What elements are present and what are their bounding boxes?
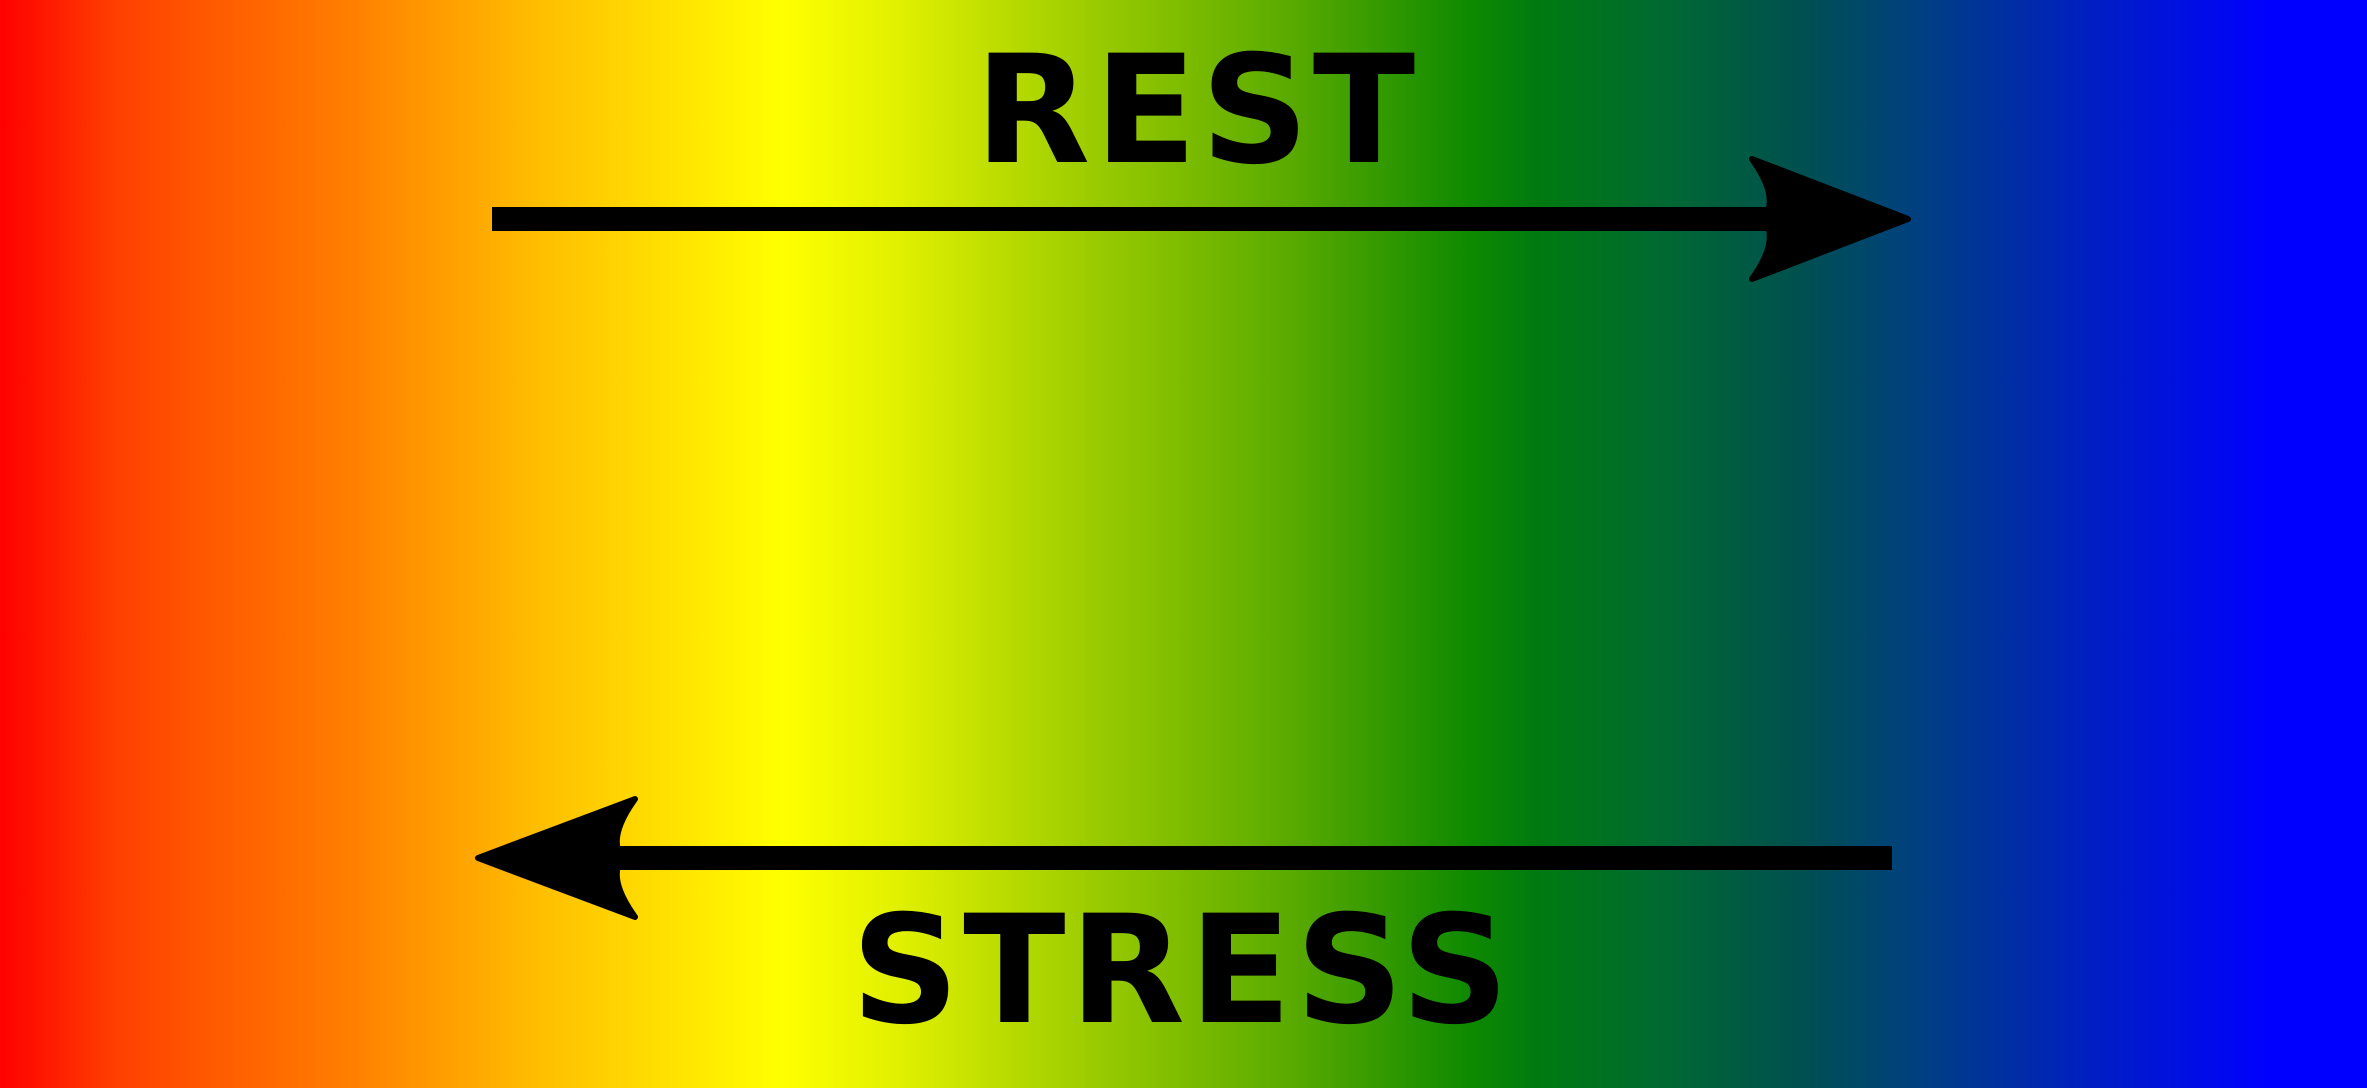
arrow-right-icon (492, 156, 1911, 282)
rest-label: REST (975, 24, 1419, 198)
stress-label: STRESS (851, 884, 1513, 1058)
arrow-left-shaft (600, 846, 1892, 870)
arrow-left-head (475, 796, 638, 920)
arrow-right-head (1749, 156, 1911, 282)
arrow-right-shaft (492, 207, 1772, 231)
arrow-left-icon (475, 796, 1892, 920)
